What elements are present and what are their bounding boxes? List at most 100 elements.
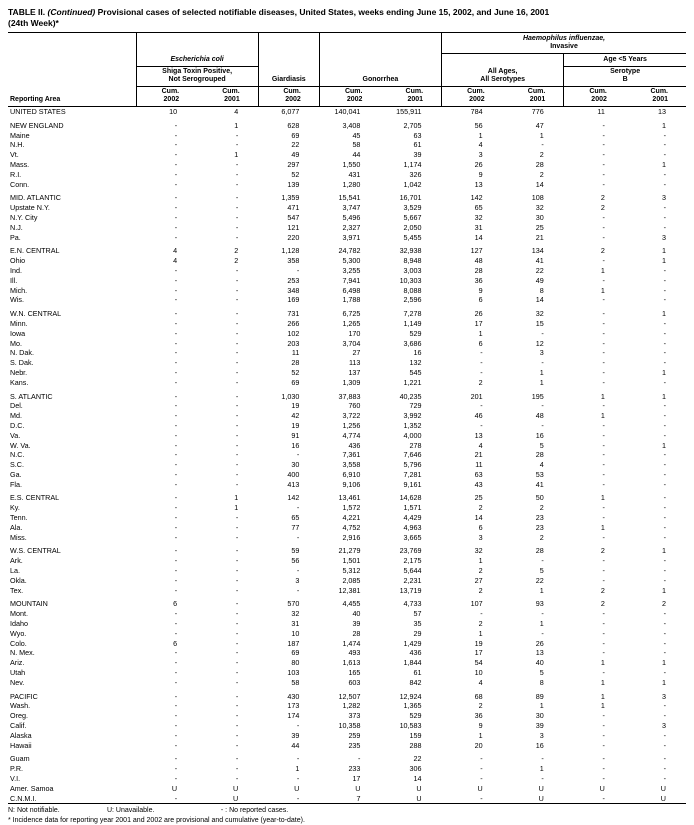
value-cell: 1: [662, 585, 666, 595]
value-cell: 27: [352, 348, 361, 358]
value-cell: -: [174, 295, 178, 305]
value-cell: 36: [474, 711, 483, 721]
value-cell: 56: [474, 120, 483, 130]
value-cell: -: [663, 730, 666, 740]
value-cell: 545: [409, 367, 422, 377]
reporting-area-cell: Amer. Samoa: [10, 783, 54, 793]
col-header-hflu-allages-cum-2001: Cum. 2001: [502, 86, 564, 107]
value-cell: 1,280: [342, 179, 361, 189]
value-cell: -: [235, 585, 239, 595]
value-cell: -: [235, 628, 239, 638]
value-cell: 41: [535, 479, 544, 489]
value-cell: 159: [409, 730, 422, 740]
value-cell: -: [235, 668, 239, 678]
value-cell: -: [235, 740, 239, 750]
value-cell: 3,408: [342, 120, 361, 130]
value-cell: -: [235, 774, 239, 783]
value-cell: 2: [600, 585, 605, 595]
value-cell: 1: [539, 130, 544, 140]
reporting-area-cell: W.N. CENTRAL: [10, 309, 62, 319]
value-cell: 3,992: [403, 411, 422, 421]
value-cell: -: [663, 575, 666, 585]
table-row: C.N.M.I. - U - 7 U - U - U: [8, 794, 686, 804]
reporting-area-cell: D.C.: [10, 420, 25, 430]
value-cell: -: [602, 367, 605, 377]
value-cell: 2,231: [403, 575, 422, 585]
value-cell: 5,667: [403, 212, 422, 222]
reporting-area-cell: E.S. CENTRAL: [10, 493, 60, 503]
value-cell: -: [235, 169, 239, 179]
table-row: Ohio 4 2 358 5,300 8,948 48 41 - 1: [8, 256, 686, 266]
value-cell: -: [235, 203, 239, 213]
reporting-area-cell: R.I.: [10, 169, 22, 179]
table-header: Haemophilus influenzae, Invasive Escheri…: [8, 32, 686, 107]
value-cell: U: [538, 793, 544, 803]
value-cell: -: [663, 513, 666, 523]
value-cell: 32: [474, 212, 483, 222]
table-row: Wyo. - - 10 28 29 1 - - -: [8, 629, 686, 639]
value-cell: -: [663, 401, 666, 411]
value-cell: -: [480, 609, 483, 619]
value-cell: 3,529: [403, 203, 422, 213]
value-cell: 69: [291, 377, 300, 387]
value-cell: 4,752: [342, 522, 361, 532]
value-cell: 2,175: [403, 556, 422, 566]
value-cell: -: [174, 513, 178, 523]
value-cell: 2: [539, 503, 544, 513]
value-cell: -: [602, 420, 605, 430]
value-cell: -: [235, 619, 239, 629]
value-cell: 1: [600, 493, 605, 503]
value-cell: -: [663, 358, 666, 368]
value-cell: 1: [600, 522, 605, 532]
value-cell: 1: [662, 440, 666, 450]
value-cell: -: [480, 754, 483, 764]
table-row: Utah - - 103 165 61 10 5 - -: [8, 668, 686, 678]
value-cell: 529: [409, 711, 422, 721]
value-cell: -: [235, 754, 239, 764]
value-cell: -: [663, 619, 666, 629]
value-cell: 48: [474, 256, 483, 266]
reporting-area-cell: N.C.: [10, 450, 25, 460]
value-cell: -: [174, 469, 178, 479]
value-cell: 5,644: [403, 566, 422, 576]
value-cell: 297: [287, 159, 300, 169]
table-row: Mich. - - 348 6,498 8,088 9 8 1 -: [8, 286, 686, 296]
header-row-group-top: Haemophilus influenzae, Invasive: [8, 32, 686, 54]
table-row: S. Dak. - - 28 113 132 - - - -: [8, 358, 686, 368]
reporting-area-cell: N.J.: [10, 222, 23, 232]
value-cell: -: [480, 793, 483, 803]
value-cell: -: [174, 532, 178, 542]
value-cell: -: [174, 338, 178, 348]
col-header-ecoli-cum-2002: Cum. 2002: [135, 86, 198, 107]
value-cell: 27: [474, 575, 483, 585]
value-cell: 39: [535, 721, 544, 731]
value-cell: -: [663, 628, 666, 638]
value-cell: 8,948: [403, 256, 422, 266]
table-row: Wis. - - 169 1,788 2,596 6 14 - -: [8, 295, 686, 305]
value-cell: 1: [600, 691, 605, 701]
value-cell: -: [602, 377, 605, 387]
cum-label: Cum.: [650, 88, 669, 95]
value-cell: 1: [539, 377, 544, 387]
value-cell: -: [235, 546, 239, 556]
table-row: Tex. - - - 12,381 13,719 2 1 2 1: [8, 586, 686, 596]
value-cell: 9: [478, 721, 483, 731]
value-cell: 259: [348, 730, 361, 740]
value-cell: 58: [291, 677, 300, 687]
value-cell: 32,938: [399, 246, 422, 256]
value-cell: U: [416, 783, 422, 793]
value-cell: -: [235, 265, 239, 275]
value-cell: 2: [478, 701, 483, 711]
value-cell: 10: [474, 668, 483, 678]
value-cell: -: [480, 764, 483, 774]
value-cell: 1: [539, 619, 544, 629]
value-cell: -: [235, 638, 239, 648]
value-cell: -: [663, 377, 666, 387]
value-cell: -: [602, 513, 605, 523]
value-cell: -: [602, 358, 605, 368]
value-cell: U: [477, 783, 483, 793]
value-cell: -: [663, 566, 666, 576]
reporting-area-cell: Nev.: [10, 677, 25, 687]
value-cell: -: [541, 358, 544, 368]
value-cell: 23: [535, 522, 544, 532]
